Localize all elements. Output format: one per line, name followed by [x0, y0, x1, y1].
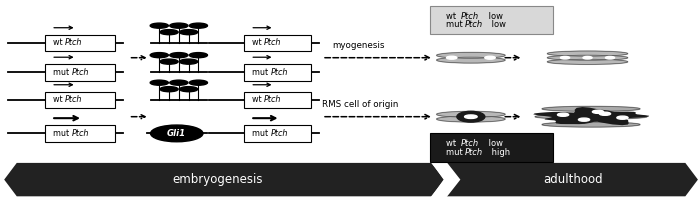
Text: Ptch: Ptch [71, 129, 89, 138]
Text: RMS cell of origin: RMS cell of origin [322, 100, 398, 109]
Text: mut: mut [53, 129, 71, 138]
Circle shape [150, 53, 169, 58]
Circle shape [592, 110, 603, 113]
Text: wt: wt [446, 139, 459, 148]
Polygon shape [443, 163, 698, 196]
Ellipse shape [437, 111, 505, 117]
Ellipse shape [535, 114, 647, 119]
Circle shape [561, 56, 570, 59]
FancyBboxPatch shape [430, 6, 552, 34]
Text: wt: wt [53, 95, 65, 105]
Text: embryogenesis: embryogenesis [172, 173, 262, 186]
Ellipse shape [542, 122, 640, 127]
FancyBboxPatch shape [244, 64, 311, 81]
Circle shape [160, 87, 178, 92]
FancyBboxPatch shape [244, 35, 311, 51]
FancyBboxPatch shape [430, 133, 552, 162]
Text: Ptch: Ptch [65, 38, 83, 48]
Circle shape [150, 80, 169, 85]
Circle shape [465, 115, 477, 118]
Text: wt: wt [252, 38, 264, 48]
Text: adulthood: adulthood [544, 173, 603, 186]
Text: mut: mut [252, 68, 271, 77]
Circle shape [160, 30, 178, 35]
Text: low: low [486, 11, 503, 21]
Text: Ptch: Ptch [465, 148, 483, 157]
Text: mut: mut [252, 129, 271, 138]
Text: low: low [486, 139, 503, 148]
Text: Ptch: Ptch [264, 95, 281, 105]
Polygon shape [430, 161, 451, 198]
Text: Ptch: Ptch [271, 129, 288, 138]
Text: Ptch: Ptch [65, 95, 83, 105]
Text: mut: mut [446, 20, 465, 29]
Circle shape [189, 80, 207, 85]
Text: Ptch: Ptch [271, 68, 288, 77]
Circle shape [179, 30, 197, 35]
FancyBboxPatch shape [244, 125, 311, 142]
FancyBboxPatch shape [45, 64, 115, 81]
Text: myogenesis: myogenesis [332, 41, 385, 50]
Circle shape [170, 53, 188, 58]
Circle shape [599, 112, 610, 115]
Text: low: low [489, 20, 506, 29]
Circle shape [557, 113, 568, 116]
Ellipse shape [150, 125, 203, 142]
Circle shape [617, 116, 628, 119]
Ellipse shape [437, 52, 505, 58]
Circle shape [583, 56, 592, 59]
Text: Ptch: Ptch [465, 20, 483, 29]
FancyBboxPatch shape [244, 92, 311, 108]
Text: Gli1: Gli1 [167, 129, 186, 138]
FancyBboxPatch shape [45, 125, 115, 142]
Polygon shape [4, 163, 444, 196]
Text: wt: wt [252, 95, 264, 105]
Ellipse shape [547, 51, 628, 56]
Text: Ptch: Ptch [461, 139, 480, 148]
Ellipse shape [437, 57, 505, 63]
Circle shape [189, 53, 207, 58]
Ellipse shape [542, 106, 640, 111]
Circle shape [179, 87, 197, 92]
Circle shape [447, 56, 457, 59]
Circle shape [170, 80, 188, 85]
Circle shape [606, 56, 615, 59]
Circle shape [179, 59, 197, 64]
Polygon shape [533, 107, 649, 125]
Text: high: high [489, 148, 510, 157]
Circle shape [578, 118, 589, 121]
Text: mut: mut [446, 148, 465, 157]
Circle shape [150, 23, 169, 28]
Circle shape [485, 56, 496, 59]
Ellipse shape [547, 59, 628, 64]
Polygon shape [440, 161, 461, 198]
Circle shape [189, 23, 207, 28]
Ellipse shape [457, 111, 485, 122]
Text: Ptch: Ptch [461, 11, 480, 21]
Circle shape [170, 23, 188, 28]
Circle shape [160, 59, 178, 64]
Ellipse shape [437, 116, 505, 122]
Text: mut: mut [53, 68, 71, 77]
Text: wt: wt [53, 38, 65, 48]
FancyBboxPatch shape [45, 92, 115, 108]
Text: wt: wt [446, 11, 459, 21]
Text: Ptch: Ptch [71, 68, 89, 77]
Ellipse shape [547, 55, 628, 60]
FancyBboxPatch shape [45, 35, 115, 51]
Text: Ptch: Ptch [264, 38, 281, 48]
